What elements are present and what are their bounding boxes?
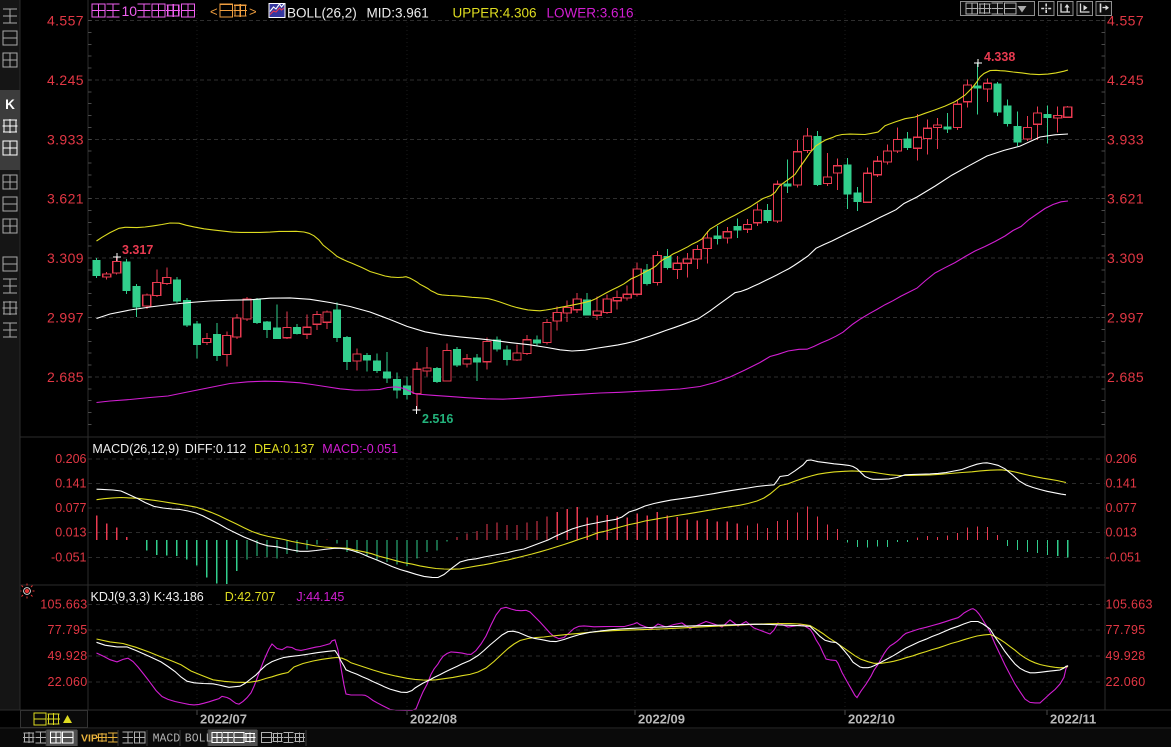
svg-text:2022/07: 2022/07 bbox=[200, 712, 247, 727]
svg-text:0.013: 0.013 bbox=[1106, 526, 1137, 540]
svg-text:10: 10 bbox=[122, 3, 138, 19]
svg-text:2022/11: 2022/11 bbox=[1050, 712, 1096, 727]
svg-text:0.077: 0.077 bbox=[55, 501, 86, 515]
svg-text:0.206: 0.206 bbox=[55, 452, 86, 466]
svg-text:3.309: 3.309 bbox=[47, 250, 84, 266]
svg-text:VIP: VIP bbox=[81, 733, 98, 745]
svg-text:4.557: 4.557 bbox=[1107, 13, 1144, 29]
svg-text:0.013: 0.013 bbox=[55, 526, 86, 540]
svg-text:2.685: 2.685 bbox=[1107, 369, 1144, 385]
svg-text:2.997: 2.997 bbox=[47, 310, 84, 326]
svg-text:4.557: 4.557 bbox=[47, 13, 84, 29]
svg-text:22.060: 22.060 bbox=[1106, 675, 1146, 689]
svg-text:4.245: 4.245 bbox=[47, 72, 84, 88]
svg-text:BOLL: BOLL bbox=[185, 733, 213, 746]
svg-text:77.795: 77.795 bbox=[1106, 623, 1146, 637]
svg-text:3.621: 3.621 bbox=[47, 191, 84, 207]
svg-text:105.663: 105.663 bbox=[40, 598, 87, 612]
svg-text:3.317: 3.317 bbox=[122, 243, 153, 257]
svg-text:2.516: 2.516 bbox=[422, 412, 453, 426]
svg-text:49.928: 49.928 bbox=[47, 649, 87, 663]
svg-text:MACD: MACD bbox=[153, 733, 181, 746]
svg-text:3.309: 3.309 bbox=[1107, 250, 1144, 266]
svg-text:-0.051: -0.051 bbox=[1106, 550, 1141, 564]
svg-text:<: < bbox=[210, 4, 218, 19]
svg-text:K: K bbox=[5, 97, 15, 112]
svg-text:2.685: 2.685 bbox=[47, 369, 84, 385]
svg-text:4.245: 4.245 bbox=[1107, 72, 1144, 88]
svg-text:2022/08: 2022/08 bbox=[410, 712, 457, 727]
svg-text:4.338: 4.338 bbox=[984, 50, 1015, 64]
svg-text:2022/10: 2022/10 bbox=[848, 712, 895, 727]
svg-text:22.060: 22.060 bbox=[47, 675, 87, 689]
svg-text:>: > bbox=[249, 4, 257, 19]
svg-text:105.663: 105.663 bbox=[1106, 598, 1153, 612]
svg-text:0.206: 0.206 bbox=[1106, 452, 1137, 466]
svg-text:77.795: 77.795 bbox=[47, 623, 87, 637]
svg-text:2022/09: 2022/09 bbox=[638, 712, 685, 727]
svg-text:2.997: 2.997 bbox=[1107, 310, 1144, 326]
svg-text:3.933: 3.933 bbox=[1107, 131, 1144, 147]
svg-text:0.077: 0.077 bbox=[1106, 501, 1137, 515]
svg-text:0.141: 0.141 bbox=[55, 477, 86, 491]
svg-text:0.141: 0.141 bbox=[1106, 477, 1137, 491]
svg-text:49.928: 49.928 bbox=[1106, 649, 1146, 663]
svg-text:-0.051: -0.051 bbox=[51, 550, 86, 564]
svg-text:3.621: 3.621 bbox=[1107, 191, 1144, 207]
svg-text:3.933: 3.933 bbox=[47, 131, 84, 147]
